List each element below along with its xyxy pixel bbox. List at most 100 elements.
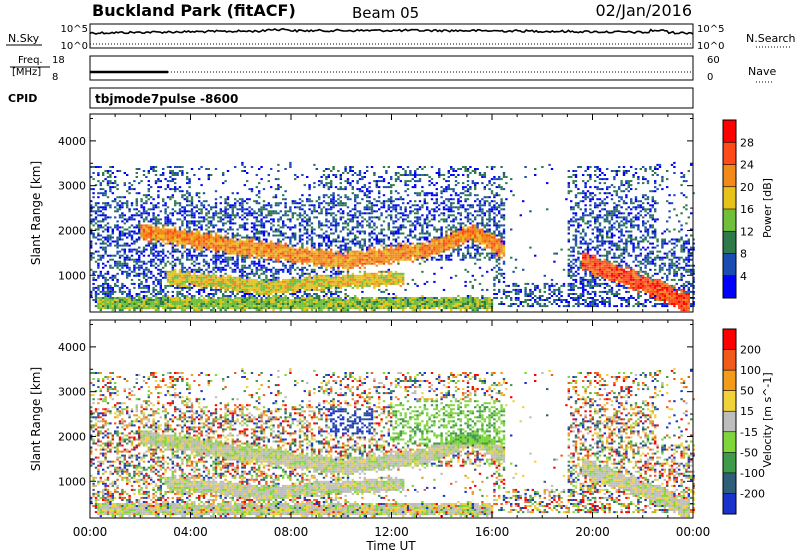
power-cell <box>327 307 330 310</box>
power-cell <box>241 242 244 245</box>
power-cell <box>186 172 189 174</box>
power-cell <box>310 236 314 239</box>
power-cell <box>166 284 170 287</box>
power-cell <box>330 186 333 189</box>
power-cell <box>255 252 258 255</box>
power-cell <box>334 282 338 285</box>
power-cell <box>301 260 304 263</box>
power-cell <box>277 202 280 205</box>
power-cell <box>126 228 129 231</box>
power-cell <box>190 202 194 205</box>
power-cell <box>390 196 393 199</box>
power-cell <box>387 226 390 229</box>
power-cell <box>138 260 141 263</box>
power-cell <box>306 248 309 251</box>
power-cell <box>378 284 381 287</box>
power-cell <box>166 196 170 199</box>
power-cell <box>272 295 275 297</box>
power-cell <box>236 264 239 267</box>
power-cell <box>190 216 194 219</box>
power-cell <box>222 252 225 255</box>
power-cell <box>253 238 256 241</box>
power-cell <box>241 208 244 211</box>
power-cell <box>90 246 93 249</box>
power-cell <box>246 208 249 211</box>
power-cell <box>246 246 249 249</box>
power-cell <box>133 309 136 312</box>
power-cell <box>214 240 218 243</box>
power-cell <box>150 202 153 205</box>
power-cell <box>267 212 270 215</box>
power-cell <box>315 216 318 219</box>
power-cell <box>337 295 340 297</box>
power-cell <box>226 260 230 263</box>
power-cell <box>399 284 402 287</box>
power-cell <box>229 238 232 241</box>
power-cell <box>294 202 297 205</box>
power-cell <box>382 276 386 279</box>
power-cell <box>310 248 314 251</box>
power-cell <box>145 299 148 301</box>
power-cell <box>397 301 400 303</box>
power-cell <box>92 218 95 221</box>
power-cell <box>274 303 278 305</box>
power-cell <box>346 212 350 215</box>
power-cell <box>397 166 400 168</box>
power-cell <box>135 305 138 308</box>
power-cell <box>214 264 218 267</box>
power-cell <box>373 252 376 255</box>
power-cell <box>133 274 136 277</box>
power-cell <box>130 299 134 301</box>
power-cell <box>308 299 311 301</box>
power-cell <box>118 238 122 241</box>
power-cell <box>207 248 210 251</box>
power-cell <box>193 220 196 223</box>
power-cell <box>231 278 234 281</box>
power-cell <box>315 295 318 297</box>
power-cell <box>378 254 381 257</box>
power-cell <box>354 256 357 259</box>
power-cell <box>207 236 210 239</box>
power-cell <box>174 258 177 261</box>
power-cell <box>253 262 256 265</box>
power-cell <box>373 246 376 249</box>
power-cell <box>102 246 105 249</box>
power-cell <box>123 218 126 221</box>
freq-label-2: [MHz] <box>12 67 41 78</box>
power-cell <box>174 307 177 310</box>
power-cell <box>193 238 196 241</box>
power-cell <box>279 210 282 213</box>
power-cell <box>289 163 292 166</box>
power-cell <box>241 224 244 227</box>
power-cell <box>320 258 323 261</box>
power-cell <box>289 266 292 269</box>
power-cell <box>135 260 138 263</box>
power-cell <box>356 284 359 287</box>
power-cell <box>310 301 314 303</box>
power-cell <box>135 202 138 205</box>
power-cell <box>298 276 302 279</box>
power-cell <box>301 244 304 247</box>
power-cell <box>207 216 210 219</box>
power-cell <box>178 242 182 245</box>
power-cell <box>200 236 203 239</box>
power-cell <box>147 230 150 233</box>
power-cell <box>169 232 172 235</box>
power-cell <box>361 186 364 189</box>
power-cell <box>380 307 383 310</box>
power-cell <box>162 172 165 174</box>
power-cell <box>392 274 395 277</box>
power-cell <box>303 210 306 213</box>
power-cell <box>222 240 225 243</box>
power-cell <box>356 236 359 239</box>
power-cell <box>332 202 335 205</box>
power-cell <box>339 240 342 243</box>
power-cell <box>387 252 390 255</box>
power-cell <box>255 288 258 291</box>
power-cell <box>270 290 273 293</box>
power-cell <box>339 307 342 310</box>
power-cell <box>296 176 299 178</box>
power-cell <box>327 188 330 191</box>
power-cell <box>90 166 93 168</box>
power-cell <box>382 206 386 209</box>
